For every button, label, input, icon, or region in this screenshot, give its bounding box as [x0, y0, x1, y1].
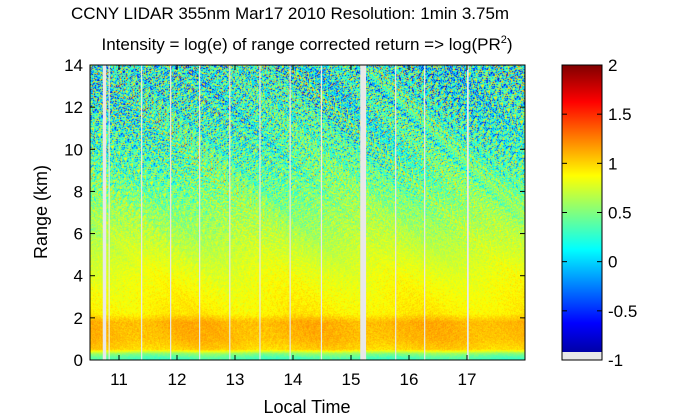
- data-gap: [141, 65, 143, 360]
- x-tick-label: 16: [400, 370, 419, 389]
- colorbar: [562, 65, 602, 360]
- data-gap: [424, 65, 426, 360]
- x-axis: 11 12 13 14 15 16 17: [110, 65, 476, 389]
- data-gap: [102, 65, 107, 360]
- y-tick-label: 0: [74, 351, 83, 370]
- chart-subtitle: Intensity = log(e) of range corrected re…: [101, 34, 512, 54]
- colorbar-tick-label: 1: [608, 154, 617, 173]
- chart-subtitle-superscript: 2: [501, 34, 507, 46]
- y-tick-label: 8: [74, 182, 83, 201]
- colorbar-tick-label: 1.5: [608, 105, 632, 124]
- y-tick-label: 2: [74, 309, 83, 328]
- x-tick-label: 11: [110, 370, 128, 389]
- colorbar-tick-label: -1: [608, 351, 623, 370]
- data-gap: [229, 65, 231, 360]
- y-axis: 0 2 4 6 8 10 12 14: [64, 56, 525, 370]
- colorbar-axis: 2 1.5 1 0.5 0 -0.5 -1: [562, 56, 637, 370]
- y-tick-label: 12: [64, 98, 83, 117]
- data-gap: [108, 65, 110, 360]
- colorbar-tick-label: -0.5: [608, 302, 637, 321]
- data-gaps: [102, 65, 469, 360]
- x-tick-label: 17: [458, 370, 477, 389]
- colorbar-tick-label: 0.5: [608, 204, 632, 223]
- x-axis-label: Local Time: [263, 397, 350, 417]
- data-gap: [395, 65, 397, 360]
- data-gap: [170, 65, 172, 360]
- x-tick-label: 15: [342, 370, 361, 389]
- plot-frame: [89, 64, 526, 361]
- colorbar-tick-label: 2: [608, 56, 617, 75]
- x-tick-label: 14: [284, 370, 303, 389]
- y-axis-label: Range (km): [31, 165, 51, 259]
- data-gap: [467, 65, 469, 360]
- data-gap: [259, 65, 261, 360]
- chart-subtitle-prefix: Intensity = log(e) of range corrected re…: [101, 35, 500, 54]
- colorbar-missing-band: [562, 352, 602, 360]
- chart-subtitle-suffix: ): [507, 35, 513, 54]
- y-tick-label: 6: [74, 225, 83, 244]
- x-tick-label: 12: [168, 370, 187, 389]
- y-tick-label: 4: [74, 267, 83, 286]
- data-gap: [289, 65, 291, 360]
- y-tick-label: 10: [64, 140, 83, 159]
- data-gap: [360, 65, 367, 360]
- data-gap: [320, 65, 323, 360]
- y-tick-label: 14: [64, 56, 83, 75]
- colorbar-tick-label: 0: [608, 253, 617, 272]
- heatmap-image: [90, 65, 525, 360]
- x-tick-label: 13: [226, 370, 245, 389]
- data-gap: [199, 65, 201, 360]
- chart-title: CCNY LIDAR 355nm Mar17 2010 Resolution: …: [71, 4, 509, 23]
